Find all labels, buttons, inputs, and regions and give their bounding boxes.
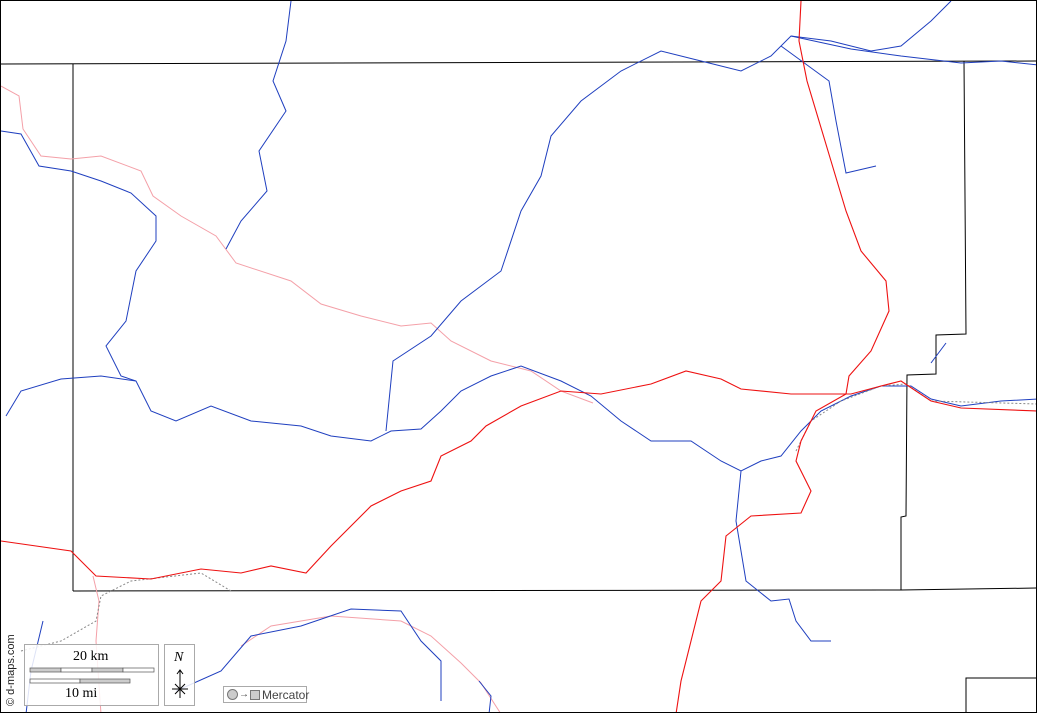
river xyxy=(930,342,947,364)
major-road xyxy=(798,1,890,395)
river xyxy=(5,375,137,417)
border-north xyxy=(1,60,1036,65)
projection-badge: → Mercator xyxy=(223,686,310,703)
river xyxy=(1,130,1036,472)
river xyxy=(478,680,492,712)
border-east xyxy=(900,60,967,590)
north-arrow: N xyxy=(164,644,195,706)
scale-bar: 20 km 10 mi xyxy=(24,644,159,706)
minor-roads xyxy=(1,85,594,712)
globe-to-flat-icon: → xyxy=(227,689,260,700)
major-road xyxy=(675,393,847,712)
projection-label: Mercator xyxy=(262,687,310,702)
major-road xyxy=(1,370,1036,580)
scale-bars xyxy=(29,667,155,684)
river xyxy=(385,1,952,432)
minor-road xyxy=(1,85,594,404)
minor-road xyxy=(240,615,501,712)
scale-km-label: 20 km xyxy=(73,649,109,664)
railway xyxy=(20,572,232,652)
river xyxy=(735,470,831,642)
railways xyxy=(20,383,1036,652)
river xyxy=(225,1,292,250)
scale-mi-label: 10 mi xyxy=(65,686,98,701)
river xyxy=(780,45,877,174)
river xyxy=(175,608,442,701)
border-corner xyxy=(965,677,1036,712)
compass-icon xyxy=(172,669,188,698)
river xyxy=(790,35,1036,66)
borders xyxy=(1,60,1036,712)
copyright-text: © d-maps.com xyxy=(5,634,17,706)
north-label: N xyxy=(174,650,184,665)
border-south xyxy=(72,587,1036,592)
